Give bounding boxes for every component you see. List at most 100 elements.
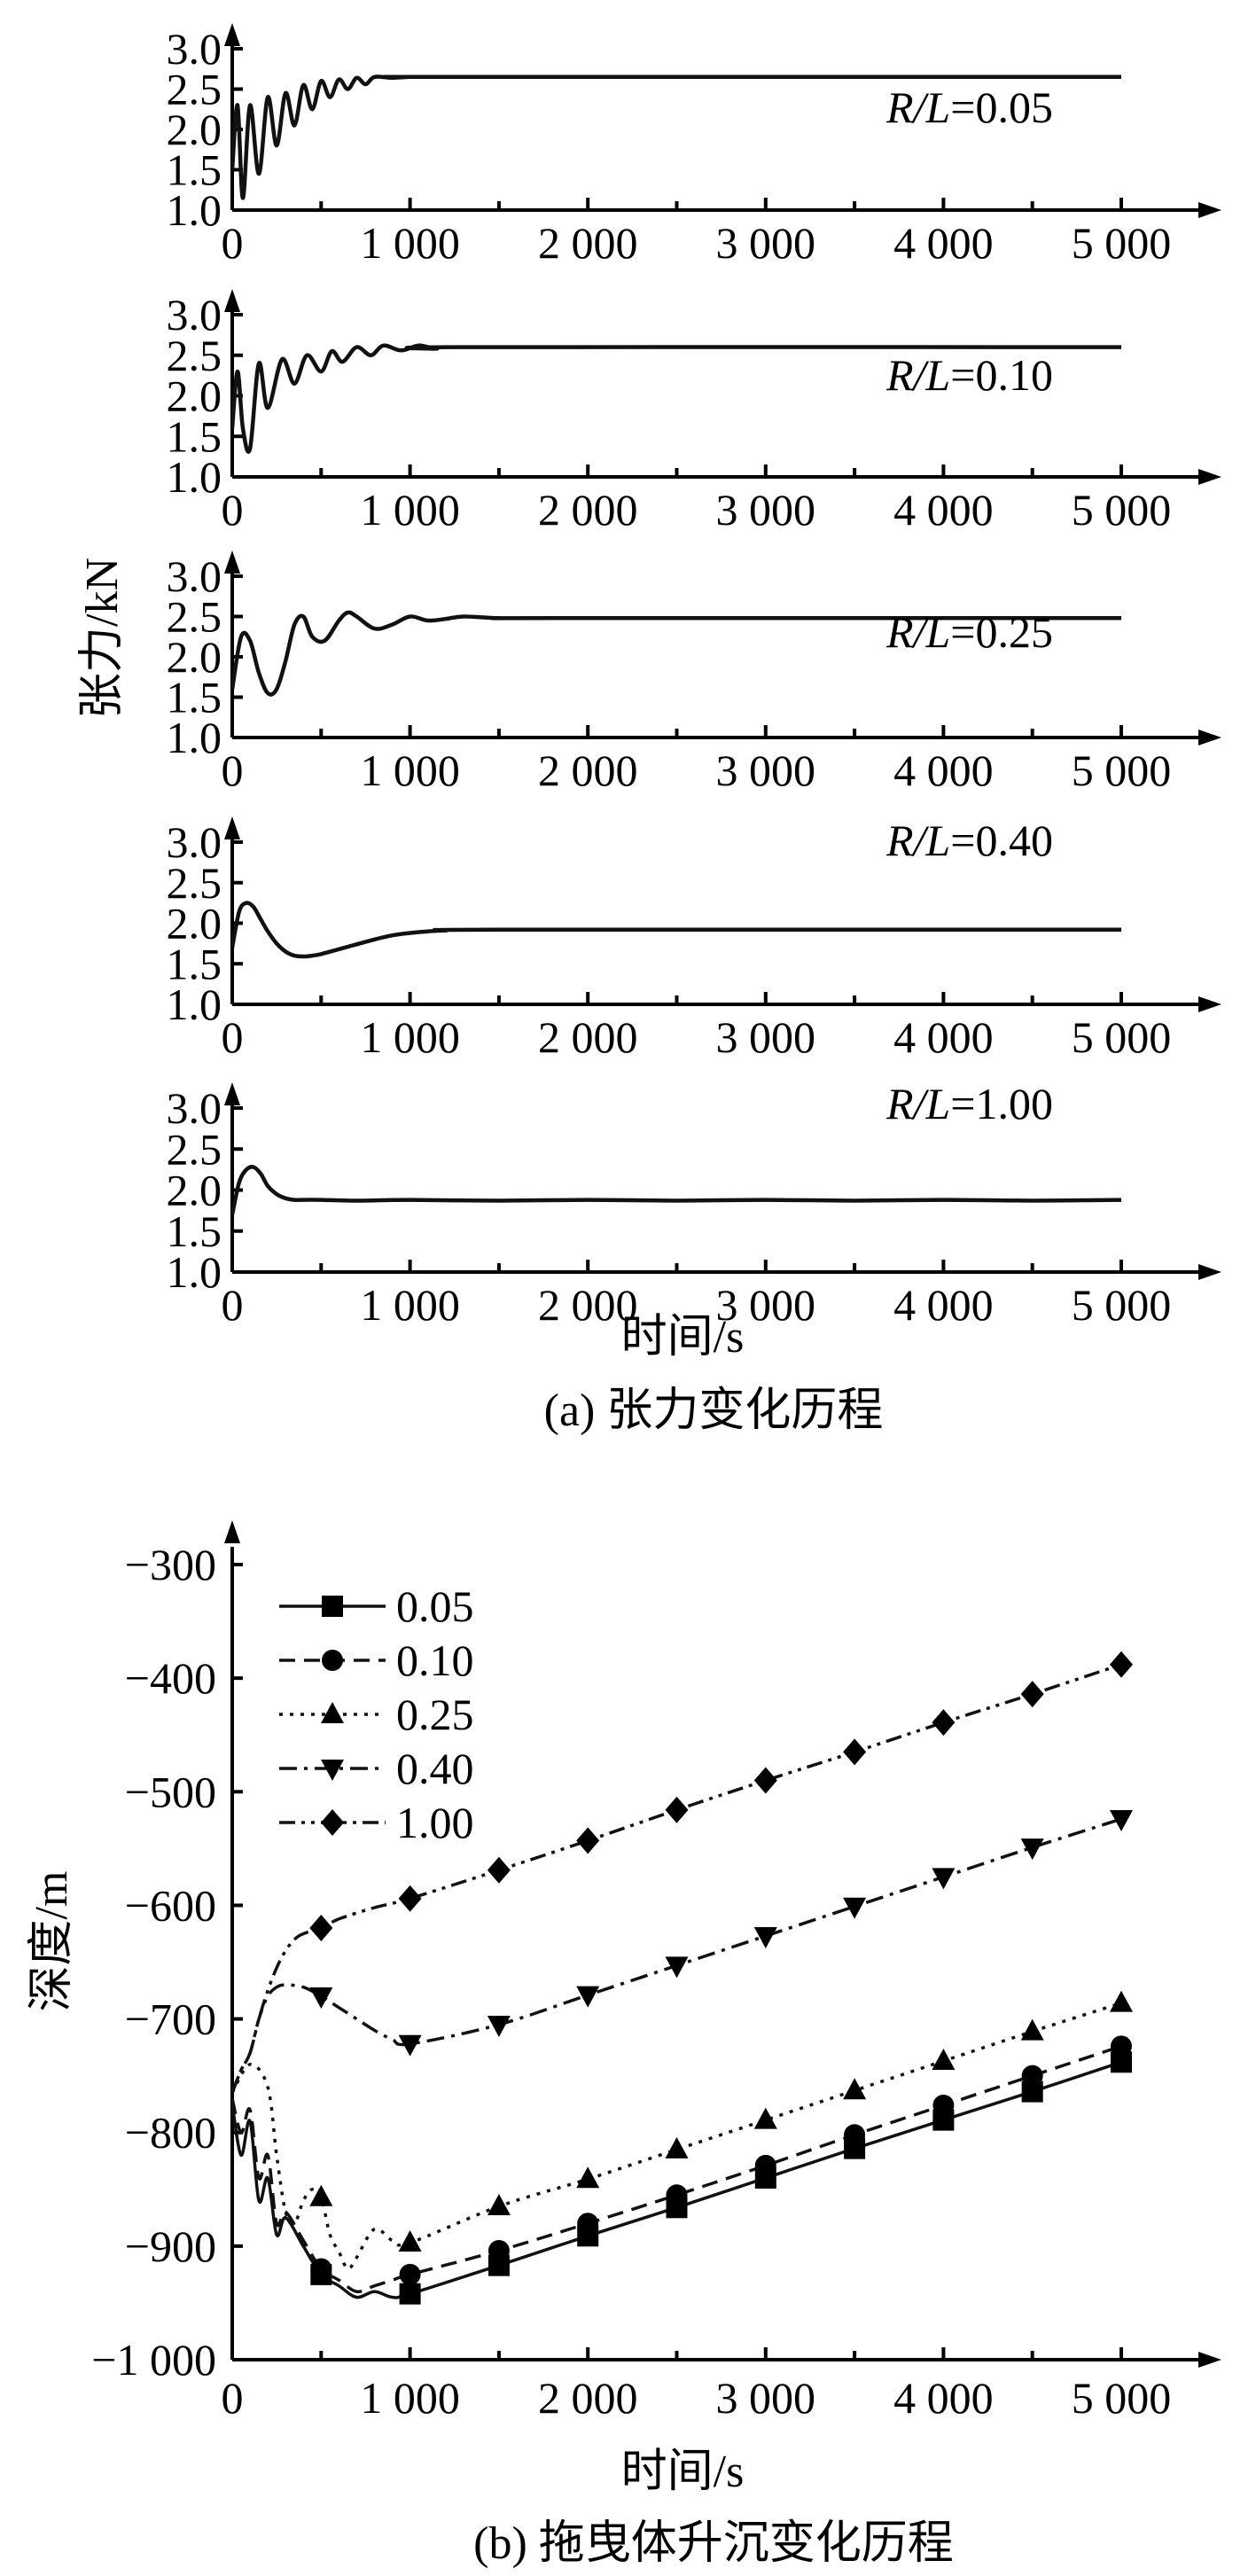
tension-panel-1: 1.01.52.02.53.0 0 1 000 2 000 3 000 4 000 5 00… bbox=[167, 1079, 1221, 1330]
x-tick-label: 5 000 bbox=[1072, 2373, 1172, 2423]
data-point bbox=[576, 1827, 600, 1854]
legend-marker bbox=[321, 1702, 344, 1723]
data-point bbox=[665, 1956, 689, 1979]
ratio-label-value: =0.25 bbox=[950, 607, 1053, 657]
depth-line-0.05 bbox=[230, 2060, 1122, 2299]
data-point bbox=[310, 2258, 332, 2280]
y-tick-label: 3.0 bbox=[167, 290, 222, 340]
y-tick-label: 3.0 bbox=[167, 817, 222, 867]
x-axis-arrow bbox=[1198, 469, 1221, 485]
data-point bbox=[753, 2107, 777, 2129]
data-point bbox=[487, 2194, 511, 2216]
legend-marker bbox=[321, 1760, 344, 1781]
x-tick-label: 0 bbox=[222, 1012, 244, 1062]
ratio-label-value: =1.00 bbox=[950, 1079, 1053, 1128]
y-tick-label: 1.0 bbox=[167, 185, 222, 235]
x-tick-label: 3 000 bbox=[716, 218, 816, 268]
ratio-label: R/L=0.10 bbox=[885, 350, 1053, 400]
depth-series-1.00 bbox=[230, 1651, 1133, 2094]
data-point bbox=[754, 2154, 776, 2176]
caption-a: (a) 张力变化历程 bbox=[544, 1386, 884, 1436]
x-tick-label: 2 000 bbox=[538, 1012, 638, 1062]
x-tick-label: 1 000 bbox=[360, 1280, 460, 1330]
depth-series-0.40 bbox=[230, 1810, 1133, 2094]
data-point bbox=[665, 1796, 689, 1823]
data-point bbox=[398, 2034, 422, 2057]
tension-panel-0.05: 1.01.52.02.53.0 0 1 000 2 000 3 000 4 000 5 00… bbox=[167, 23, 1221, 268]
legend-item-0.25: 0.25 bbox=[279, 1690, 474, 1739]
ratio-label: R/L=0.25 bbox=[885, 607, 1053, 657]
y-tick-label: 2.0 bbox=[167, 1166, 222, 1215]
y-tick-label: 1.5 bbox=[167, 939, 222, 988]
data-point bbox=[1020, 1681, 1044, 1708]
x-tick-label: 4 000 bbox=[893, 745, 994, 795]
x-tick-label: 1 000 bbox=[360, 2373, 460, 2423]
y-tick-label: 1.0 bbox=[167, 452, 222, 502]
x-tick-label: 2 000 bbox=[538, 485, 638, 535]
y-tick-label: 2.0 bbox=[167, 105, 222, 154]
y-tick-label: 2.5 bbox=[167, 331, 222, 380]
x-tick-label: 5 000 bbox=[1072, 745, 1172, 795]
x-tick-label: 0 bbox=[222, 1280, 244, 1330]
ratio-label-variable: R/L bbox=[885, 1079, 950, 1128]
data-point bbox=[844, 2124, 866, 2146]
tension-chart: 1.01.52.02.53.00 1 000 2 000 3 000 4 000 5 00… bbox=[167, 23, 1221, 1330]
tension-panel-0.1: 1.01.52.02.53.0 0 1 000 2 000 3 000 4 000 5 00… bbox=[167, 289, 1221, 535]
y-tick-label: −900 bbox=[125, 2221, 216, 2271]
y-tick-label: 2.5 bbox=[167, 858, 222, 908]
tension-y-axis-label: 张力/kN bbox=[77, 558, 128, 719]
x-tick-label: 4 000 bbox=[893, 1280, 994, 1330]
tension-curve-0.4 bbox=[230, 901, 1122, 959]
y-tick-label: 1.5 bbox=[167, 145, 222, 195]
y-axis-arrow bbox=[224, 1520, 240, 1543]
y-axis-arrow bbox=[224, 23, 240, 46]
data-point bbox=[1110, 1990, 1133, 2012]
x-tick-label: 4 000 bbox=[893, 218, 994, 268]
data-point bbox=[665, 2136, 689, 2158]
x-tick-label: 5 000 bbox=[1072, 1280, 1172, 1330]
legend-item-0.10: 0.10 bbox=[279, 1635, 474, 1685]
data-point bbox=[666, 2184, 688, 2206]
data-point bbox=[577, 2213, 599, 2235]
x-tick-label: 2 000 bbox=[538, 1280, 638, 1330]
data-point bbox=[753, 1767, 777, 1794]
depth-line-0.10 bbox=[230, 2044, 1122, 2293]
depth-chart: −1 000 −900 −800 −700 −600 −500 −400 −300 0 1 000… bbox=[91, 1520, 1221, 2423]
x-tick-label: 2 000 bbox=[538, 218, 638, 268]
y-axis-arrow bbox=[224, 550, 240, 574]
y-tick-label: 2.5 bbox=[167, 65, 222, 114]
data-point bbox=[488, 2239, 510, 2261]
data-point bbox=[1110, 1810, 1133, 1832]
tension-curve-0.1 bbox=[230, 343, 1122, 454]
data-point bbox=[932, 1868, 956, 1890]
legend-label: 0.40 bbox=[396, 1744, 474, 1793]
legend-marker bbox=[321, 1809, 344, 1836]
x-tick-label: 4 000 bbox=[893, 485, 994, 535]
x-tick-label: 5 000 bbox=[1072, 218, 1172, 268]
y-tick-label: 1.5 bbox=[167, 1206, 222, 1256]
data-point bbox=[398, 1885, 422, 1912]
x-axis-arrow bbox=[1198, 202, 1221, 218]
x-tick-label: 2 000 bbox=[538, 745, 638, 795]
data-point bbox=[309, 1987, 333, 2009]
x-tick-label: 0 bbox=[222, 745, 244, 795]
data-point bbox=[932, 1709, 956, 1737]
x-tick-label: 0 bbox=[222, 485, 244, 535]
ratio-label-value: =0.10 bbox=[950, 350, 1053, 400]
x-axis-arrow bbox=[1198, 730, 1221, 745]
y-tick-label: −700 bbox=[125, 1994, 216, 2044]
x-tick-label: 0 bbox=[222, 2373, 244, 2423]
y-tick-label: 1.5 bbox=[167, 673, 222, 722]
ratio-label: R/L=0.40 bbox=[885, 816, 1053, 865]
depth-x-axis-label: 时间/s bbox=[621, 2447, 745, 2497]
data-point bbox=[399, 2283, 421, 2305]
legend-item-0.40: 0.40 bbox=[279, 1744, 474, 1793]
y-tick-label: 2.0 bbox=[167, 371, 222, 421]
data-point bbox=[843, 1738, 867, 1766]
x-tick-label: 1 000 bbox=[360, 218, 460, 268]
legend-label: 0.05 bbox=[396, 1581, 474, 1631]
legend-label: 0.25 bbox=[396, 1690, 474, 1739]
y-tick-label: 3.0 bbox=[167, 551, 222, 601]
x-tick-label: 1 000 bbox=[360, 745, 460, 795]
